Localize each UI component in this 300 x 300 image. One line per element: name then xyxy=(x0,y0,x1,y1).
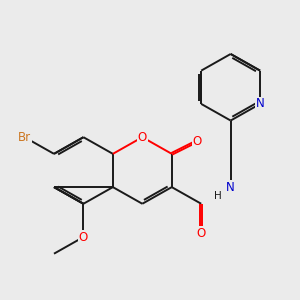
Text: O: O xyxy=(196,227,206,240)
Text: Br: Br xyxy=(18,131,31,144)
Text: O: O xyxy=(193,134,202,148)
Text: N: N xyxy=(256,98,265,110)
Text: O: O xyxy=(79,231,88,244)
Text: O: O xyxy=(138,131,147,144)
Text: H: H xyxy=(214,191,222,201)
Text: N: N xyxy=(226,181,235,194)
